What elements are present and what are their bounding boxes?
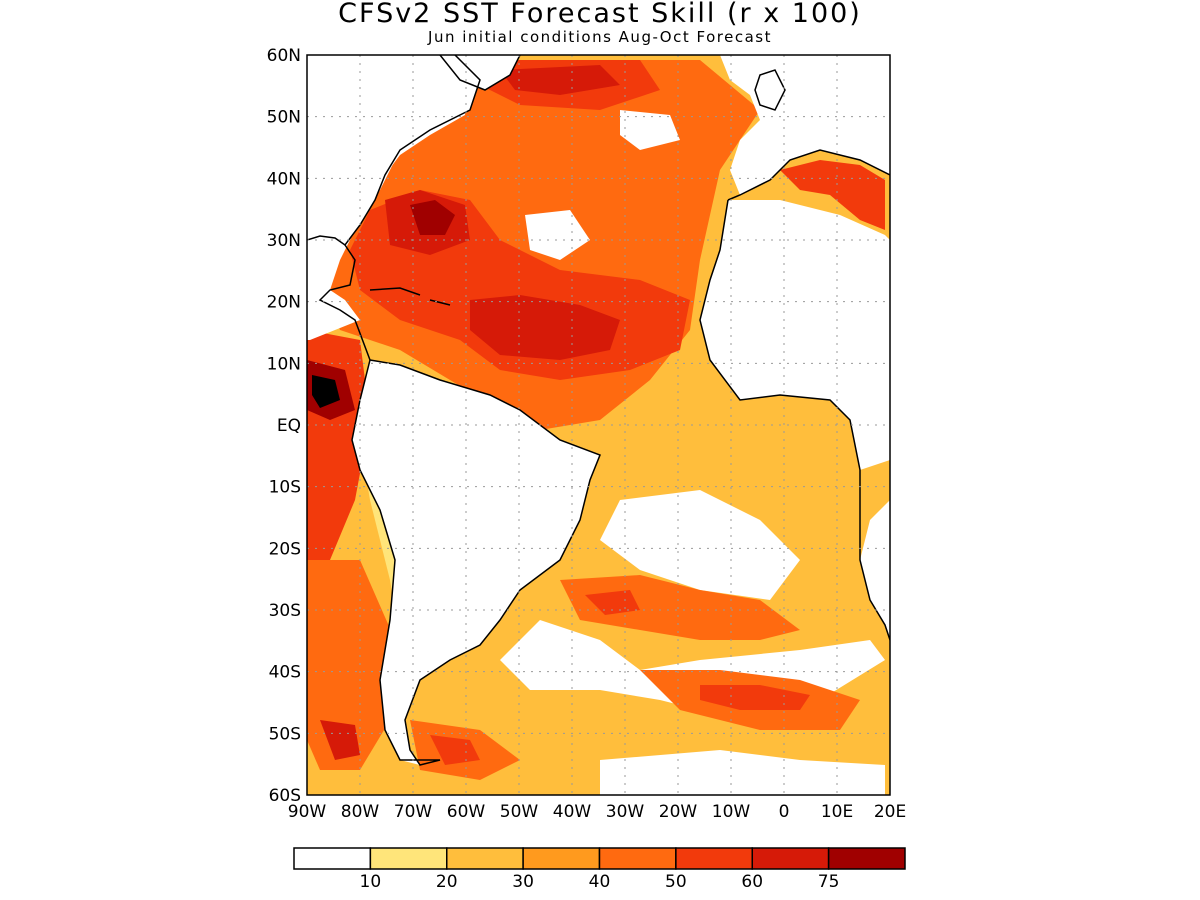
colorbar-label: 75 [818, 872, 840, 892]
longitude-tick-label: 20W [659, 802, 698, 822]
colorbar-swatch [522, 847, 601, 870]
colorbar-label: 60 [741, 872, 763, 892]
longitude-labels: 90W 80W 70W 60W 50W 40W 30W 20W 10W 0 10E 20E [288, 802, 906, 822]
skill-region-eastern-pacific-peak [312, 375, 340, 408]
latitude-tick-label: 40S [269, 663, 301, 683]
colorbar-label: 40 [589, 872, 611, 892]
land-africa [700, 200, 890, 640]
land-greenland [440, 55, 520, 90]
coast-africa [699, 199, 890, 641]
skill-region-mediterranean [780, 160, 885, 230]
coast-greenland [439, 55, 521, 91]
longitude-tick-label: 10W [712, 802, 751, 822]
colorbar-swatch [827, 847, 906, 870]
latitude-tick-label: 60S [269, 786, 301, 806]
longitude-tick-label: 50W [500, 802, 539, 822]
skill-region-southern-band-core [700, 685, 810, 710]
low-skill-north-patch [525, 210, 590, 260]
latitude-tick-label: 30N [267, 231, 301, 251]
coast-south-america [351, 359, 601, 766]
latitude-tick-label: 10N [267, 354, 301, 374]
latitude-tick-label: 40N [267, 169, 301, 189]
map-subtitle: Jun initial conditions Aug-Oct Forecast [428, 28, 772, 46]
colorbar-label: 30 [512, 872, 534, 892]
longitude-tick-label: 80W [341, 802, 380, 822]
longitude-tick-label: 90W [288, 802, 327, 822]
longitude-tick-label: 70W [394, 802, 433, 822]
longitude-tick-label: 30W [606, 802, 645, 822]
coastlines [307, 55, 890, 766]
colorbar-label: 50 [665, 872, 687, 892]
skill-region-south-mid-latitude-core [585, 590, 640, 615]
skill-region-labrador-core [500, 65, 620, 95]
colorbar: 10 20 30 40 50 60 75 [293, 847, 906, 892]
land-north-america-east [307, 55, 470, 245]
longitude-tick-label: 20E [874, 802, 906, 822]
latitude-tick-label: 20S [269, 539, 301, 559]
coast-europe [727, 149, 890, 201]
longitude-tick-label: 60W [447, 802, 486, 822]
latitude-tick-label: EQ [277, 416, 301, 436]
coast-north-america [307, 55, 481, 247]
coast-caribbean-islands [369, 287, 451, 306]
colorbar-label: 10 [360, 872, 382, 892]
skill-region-gulf-stream-core [410, 200, 455, 235]
low-skill-southern-ocean [600, 750, 885, 795]
longitude-tick-label: 0 [779, 802, 790, 822]
skill-region-tropical-max [470, 295, 620, 360]
colorbar-swatch [598, 847, 677, 870]
latitude-tick-label: 20N [267, 293, 301, 313]
latitude-tick-label: 10S [269, 478, 301, 498]
lat-lon-grid [307, 55, 890, 795]
latitude-labels: 60N 50N 40N 30N 20N 10N EQ 10S 20S 30S 40S 50S 60S [267, 46, 301, 806]
skill-region-drake-core [430, 735, 480, 765]
longitude-tick-label: 10E [821, 802, 853, 822]
map-title: CFSv2 SST Forecast Skill (r x 100) [338, 0, 862, 29]
skill-region-chile-coast [307, 560, 395, 770]
land-south-america [352, 360, 600, 765]
latitude-tick-label: 60N [267, 46, 301, 66]
colorbar-swatch [293, 847, 372, 870]
coast-british-isles [754, 69, 786, 111]
latitude-tick-label: 50S [269, 724, 301, 744]
low-skill-mid-atlantic [620, 110, 680, 150]
skill-region-patagonia-pacific [320, 720, 360, 760]
colorbar-label: 20 [436, 872, 458, 892]
colorbar-swatch [369, 847, 448, 870]
latitude-tick-label: 30S [269, 601, 301, 621]
land-europe [720, 55, 890, 195]
map-frame [306, 54, 891, 796]
low-skill-south-atlantic-central [600, 490, 800, 600]
longitude-tick-label: 40W [553, 802, 592, 822]
coast-gulf-of-mexico [318, 244, 371, 361]
latitude-tick-label: 50N [267, 108, 301, 128]
colorbar-swatch [751, 847, 830, 870]
colorbar-swatch [446, 847, 524, 870]
skill-field [307, 55, 890, 795]
colorbar-swatch [675, 847, 753, 870]
